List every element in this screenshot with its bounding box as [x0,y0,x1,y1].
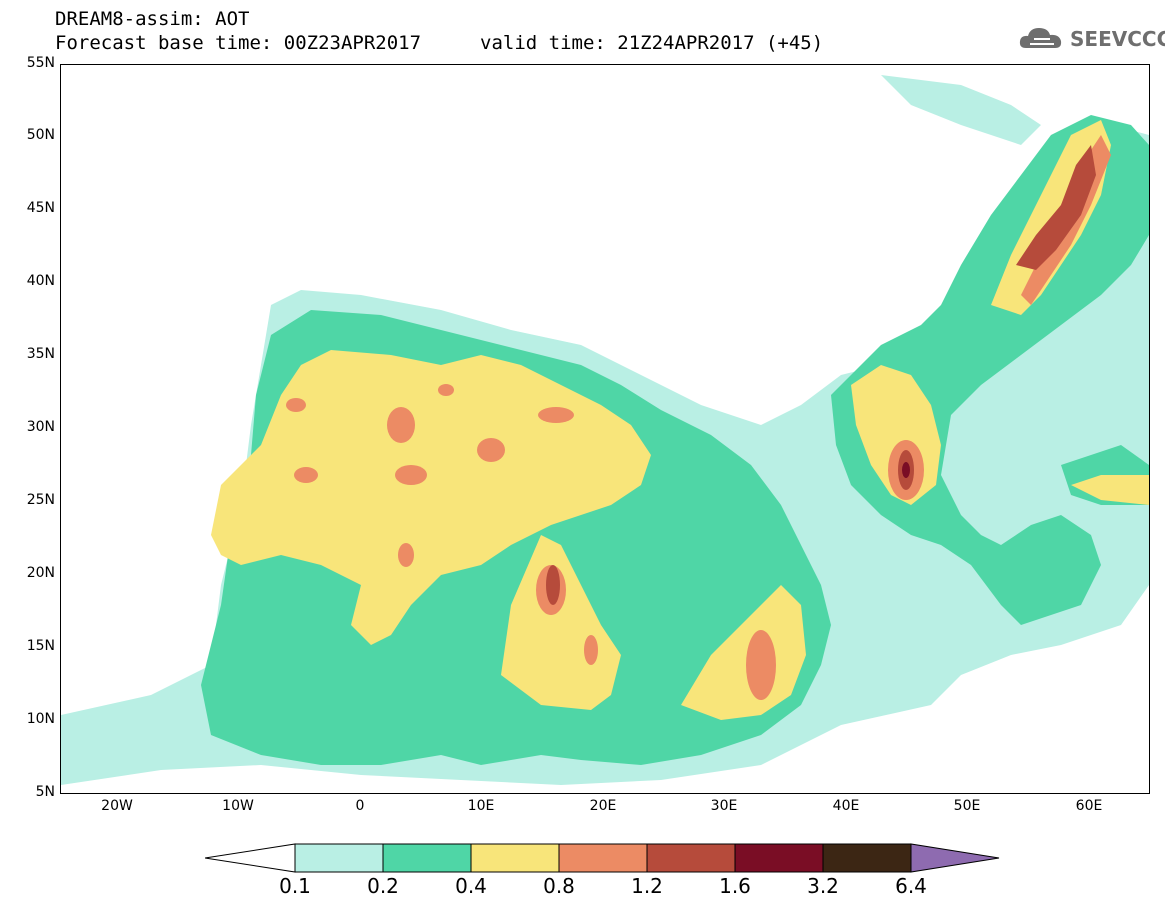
colorbar-label: 0.8 [543,874,575,898]
colorbar [205,843,1000,873]
y-tick-label: 35N [26,346,55,362]
y-tick-label: 5N [35,784,55,800]
y-tick-label: 40N [26,273,55,289]
y-tick-label: 15N [26,638,55,654]
colorbar-segment [294,843,384,873]
forecast-time-line: Forecast base time: 00Z23APR2017 valid ti… [55,32,823,54]
aot-map [60,64,1150,794]
colorbar-label: 0.1 [279,874,311,898]
colorbar-segment [470,843,560,873]
x-tick-label: 20W [101,798,133,814]
colorbar-segment [558,843,648,873]
y-tick-label: 50N [26,127,55,143]
map-title: DREAM8-assim: AOT [55,8,250,30]
x-tick-label: 10W [222,798,254,814]
colorbar-segment [646,843,736,873]
colorbar-label: 3.2 [807,874,839,898]
colorbar-segment [910,843,1000,873]
y-tick-label: 25N [26,492,55,508]
colorbar-label: 1.2 [631,874,663,898]
colorbar-label: 0.2 [367,874,399,898]
y-tick-label: 30N [26,419,55,435]
colorbar-segment [822,843,912,873]
colorbar-segment [205,843,296,873]
cloud-icon [1019,28,1062,48]
x-tick-label: 20E [589,798,617,814]
y-tick-label: 10N [26,711,55,727]
valid-time: valid time: 21Z24APR2017 (+45) [480,32,824,54]
colorbar-label: 1.6 [719,874,751,898]
x-tick-label: 60E [1075,798,1103,814]
x-tick-label: 30E [710,798,738,814]
logo-text: SEEVCCC [1070,27,1165,51]
colorbar-label: 0.4 [455,874,487,898]
y-tick-label: 55N [26,55,55,71]
base-time: Forecast base time: 00Z23APR2017 [55,32,422,54]
x-tick-label: 0 [355,798,365,814]
seevccc-logo: SEEVCCC [1018,24,1165,54]
colorbar-segment [734,843,824,873]
colorbar-label: 6.4 [895,874,927,898]
colorbar-segment [382,843,472,873]
x-tick-label: 10E [467,798,495,814]
y-tick-label: 20N [26,565,55,581]
x-tick-label: 40E [832,798,860,814]
y-tick-label: 45N [26,200,55,216]
aot-layer-1-6 [902,462,910,478]
x-tick-label: 50E [953,798,981,814]
